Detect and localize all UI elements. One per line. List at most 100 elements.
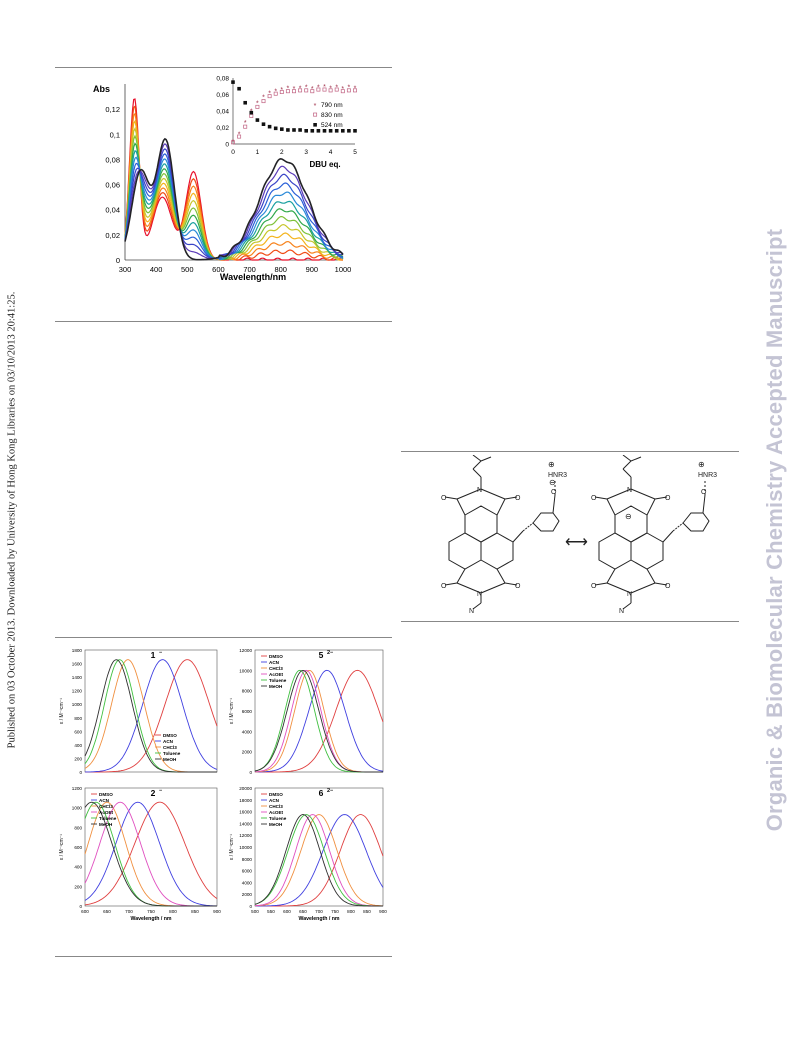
panel-xtick-label: 600 [283, 909, 291, 914]
panel-ytick-label: 0 [249, 904, 252, 909]
panel-legend-label: DMSO [269, 792, 283, 797]
legend-marker-524 [313, 123, 317, 127]
inset-point-830 [243, 124, 248, 129]
panel-xtick-label: 500 [251, 909, 259, 914]
panel-ylabel: ε / M⁻¹cm⁻¹ [59, 834, 65, 860]
inset-point-830 [304, 88, 309, 93]
resonance-arrow: ⟷ [565, 534, 588, 551]
figure2-top-rule [401, 451, 739, 452]
panel-legend-label: MeOH [269, 684, 283, 689]
panel-xtick-label: 550 [267, 909, 275, 914]
solvent-curve [255, 814, 383, 907]
panel-ytick-label: 800 [74, 825, 82, 830]
f1-ytick-label: 0,02 [105, 231, 120, 240]
figure3-top-rule [55, 637, 392, 638]
f1-xlabel: Wavelength/nm [220, 272, 286, 282]
panel-ytick-label: 600 [74, 729, 82, 734]
inset-point-830 [328, 88, 333, 93]
panel-ytick-label: 200 [74, 756, 82, 761]
panel-ytick-label: 18000 [239, 798, 252, 803]
panel-ytick-label: 0 [249, 770, 252, 775]
inset-point-524 [231, 80, 235, 84]
svg-text:N: N [619, 608, 624, 615]
panel-xtick-label: 900 [213, 909, 221, 914]
panel-ytick-label: 12000 [239, 648, 252, 653]
inset-legend-label: 790 nm [321, 102, 343, 109]
inset-point-524 [347, 129, 351, 133]
svg-text:O: O [441, 583, 447, 590]
inset-point-524 [249, 110, 254, 115]
solvent-curve [84, 801, 217, 907]
f1-ytick-label: 0,04 [105, 206, 120, 215]
solvent-panel: 0 200 400 600 800 1000 1200 1400 1600 1800 ε / M⁻¹… [59, 648, 218, 775]
svg-text:N: N [469, 608, 474, 615]
panel-legend-label: CHCl3 [163, 745, 177, 750]
inset-point-524 [292, 128, 296, 132]
panel-xtick-label: 650 [299, 909, 307, 914]
inset-point-830 [255, 104, 260, 109]
inset-xtick-label: 5 [353, 149, 357, 156]
inset-point-524 [280, 127, 284, 131]
inset-point-830 [237, 134, 242, 139]
f1-ylabel: Abs [93, 84, 110, 94]
inset-point-524 [255, 118, 260, 122]
panel-ytick-label: 8000 [242, 689, 253, 694]
panel-title: 2 [151, 788, 156, 798]
f1-spectrum-line [124, 119, 344, 261]
svg-text:⊖: ⊖ [549, 478, 556, 487]
resonance-structures: O O N N O O N O ⊖ HNR3 ⊕ ⟷ O O N N O O N O ⊖ HN… [441, 455, 717, 615]
solvent-curve [254, 814, 383, 907]
legend-marker-830 [313, 112, 318, 117]
solvent-curve [255, 669, 384, 773]
panel-ytick-label: 1000 [72, 806, 83, 811]
solvent-curve [84, 801, 218, 906]
svg-text:O: O [591, 583, 597, 590]
solvent-curve [85, 659, 218, 773]
solvent-curve [255, 814, 384, 907]
inset-point-524 [261, 122, 266, 126]
panel-legend-label: DMSO [163, 733, 177, 738]
f1-ytick-label: 0,08 [105, 155, 120, 164]
panel-ytick-label: 0 [79, 904, 82, 909]
solvent-curve [254, 814, 383, 907]
inset-point-790: * [305, 85, 308, 92]
inset-point-524 [322, 129, 327, 133]
inset-point-830 [334, 87, 339, 92]
solvent-panel: 0 2000 4000 6000 8000 10000 12000 14000 16000 180… [229, 786, 387, 922]
f1-xtick-label: 300 [119, 265, 132, 274]
inset-point-830 [267, 94, 272, 99]
svg-text:O: O [551, 489, 557, 496]
hnr3-left: HNR3 [548, 472, 567, 479]
inset-ytick-label: 0,08 [216, 76, 229, 83]
inset-point-830 [340, 89, 345, 94]
panel-ytick-label: 6000 [242, 869, 253, 874]
panel-xtick-label: 800 [169, 909, 177, 914]
f1-xtick-label: 400 [150, 265, 163, 274]
panel-ylabel: ε / M⁻¹cm⁻¹ [229, 698, 235, 724]
panel-ytick-label: 8000 [242, 857, 253, 862]
inset-xtick-label: 2 [280, 149, 284, 156]
inset-point-524 [316, 129, 321, 133]
inset-point-524 [328, 129, 333, 133]
inset-point-524 [243, 100, 247, 105]
panel-ytick-label: 2000 [242, 750, 253, 755]
panel-frame [254, 787, 384, 907]
inset-point-830 [346, 88, 351, 93]
inset-xlabel: DBU eq. [309, 160, 340, 169]
inset-point-830 [231, 140, 235, 145]
f1-xtick-label: 600 [212, 265, 225, 274]
molecule-left-labels: O O N N O O N O ⊖ HNR3 ⊕ [441, 460, 567, 615]
svg-text:O: O [591, 495, 597, 502]
panel-xtick-label: 600 [81, 909, 89, 914]
solvent-curve [255, 814, 384, 907]
panel-ytick-label: 12000 [239, 833, 252, 838]
svg-text:N: N [627, 487, 632, 494]
panel-legend-label: ACN [163, 739, 174, 744]
molecule-right [594, 455, 710, 610]
figure2-bottom-rule [401, 621, 739, 622]
panel-xtick-label: 700 [315, 909, 323, 914]
inset-legend-label: 830 nm [321, 112, 343, 119]
panel-ytick-label: 400 [74, 743, 82, 748]
panel-ytick-label: 1800 [72, 648, 83, 653]
f1-spectrum-line [124, 143, 344, 259]
